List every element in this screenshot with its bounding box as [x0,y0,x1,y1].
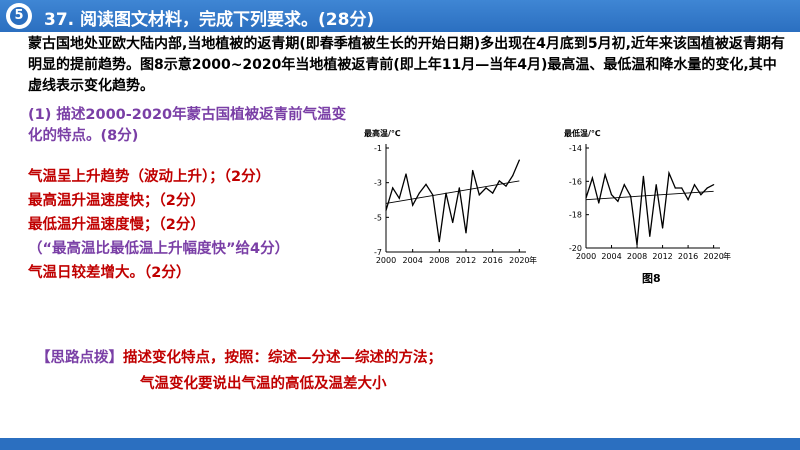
answer-line: （“最高温比最低温上升幅度快”给4分） [28,241,290,257]
data-point [655,184,657,186]
x-tick-label: 2004 [402,256,422,265]
x-tick-label: 2008 [627,252,647,261]
data-point [585,197,587,199]
x-axis-label: 年 [529,255,537,265]
y-tick-label: -18 [569,211,582,220]
trend-line [385,180,520,204]
data-point [661,227,664,229]
data-point [598,202,600,204]
data-point [452,221,454,224]
data-point [706,187,708,189]
x-tick-label: 2000 [576,252,596,261]
x-axis-label: 年 [723,251,731,261]
y-axis-label: 最高温/℃ [364,128,401,138]
x-tick-label: 2012 [456,256,476,265]
x-tick-label: 2016 [482,256,502,265]
y-tick-label: -16 [569,177,582,186]
y-tick-label: -14 [569,144,582,153]
data-point [649,235,651,237]
data-point [418,192,420,194]
logo-icon: 5 [6,3,32,29]
data-point [623,184,625,186]
tips-line-2: 气温变化要说出气温的高低及温差大小 [140,376,387,392]
trend-line [585,190,714,201]
data-point [465,232,467,234]
data-point [472,169,474,172]
header-bar: 5 37. 阅读图文材料，完成下列要求。(28分) [0,0,800,32]
data-point [458,187,460,189]
data-point [668,172,670,174]
data-point [478,194,480,196]
data-point [687,199,689,201]
answer-list: 气温呈上升趋势（波动上升）；（2分） 最高温升温速度快；（2分） 最低温升温速度… [28,165,378,285]
tips-text: 描述变化特点，按照：综述—分述—综述的方法； [123,350,442,366]
footer-bar [0,438,800,450]
answer-line: 最高温升温速度快；（2分） [28,193,205,209]
data-point [485,187,487,189]
data-point [425,183,427,185]
x-tick-label: 2008 [429,256,449,265]
data-point [398,197,400,199]
x-tick-label: 2000 [376,256,396,265]
data-point [512,175,514,177]
data-point [617,200,619,202]
x-tick-label: 2020 [509,256,529,265]
y-axis-label: 最低温/℃ [564,128,601,138]
data-point [405,173,407,175]
data-point [636,244,638,246]
data-point [392,187,394,189]
question-title: 37. 阅读图文材料，完成下列要求。(28分) [44,10,375,30]
x-tick-label: 2012 [652,252,672,261]
tips-label: 【思路点拨】 [36,350,123,366]
series-line [385,159,520,242]
answer-line: 最低温升温速度慢；（2分） [28,217,205,233]
y-tick-label: -20 [569,244,582,253]
figure-label: 图8 [642,272,661,285]
y-tick-label: -7 [374,248,382,257]
data-point [674,187,676,189]
data-point [642,175,645,177]
x-tick-label: 2004 [601,252,621,261]
data-point [438,241,440,243]
series-line [585,170,714,245]
answer-line: 气温呈上升趋势（波动上升）；（2分） [28,169,271,185]
data-point [518,159,520,161]
data-point [681,187,683,189]
y-tick-label: -3 [374,179,382,188]
question-1: (1) 描述2000-2020年蒙古国植被返青前气温变化的特点。(8分) [28,107,347,144]
y-tick-label: -5 [374,213,382,222]
tips-line-1: 【思路点拨】描述变化特点，按照：综述—分述—综述的方法； [36,346,776,370]
data-point [591,177,593,179]
intro-text: 蒙古国地处亚欧大陆内部,当地植被的返青期(即春季植被生长的开始日期)多出现在4月… [28,36,785,94]
data-point [498,180,500,182]
data-point [505,185,507,187]
data-point [610,194,613,196]
data-point [700,194,702,196]
x-tick-label: 2020 [703,252,723,261]
data-point [713,184,715,186]
data-point [604,174,606,176]
answer-line: 气温日较差增大。（2分） [28,265,191,281]
data-point [412,204,414,206]
data-point [492,192,494,194]
x-tick-label: 2016 [678,252,698,261]
y-tick-label: -1 [374,144,382,153]
data-point [385,209,387,211]
data-point [693,184,696,186]
